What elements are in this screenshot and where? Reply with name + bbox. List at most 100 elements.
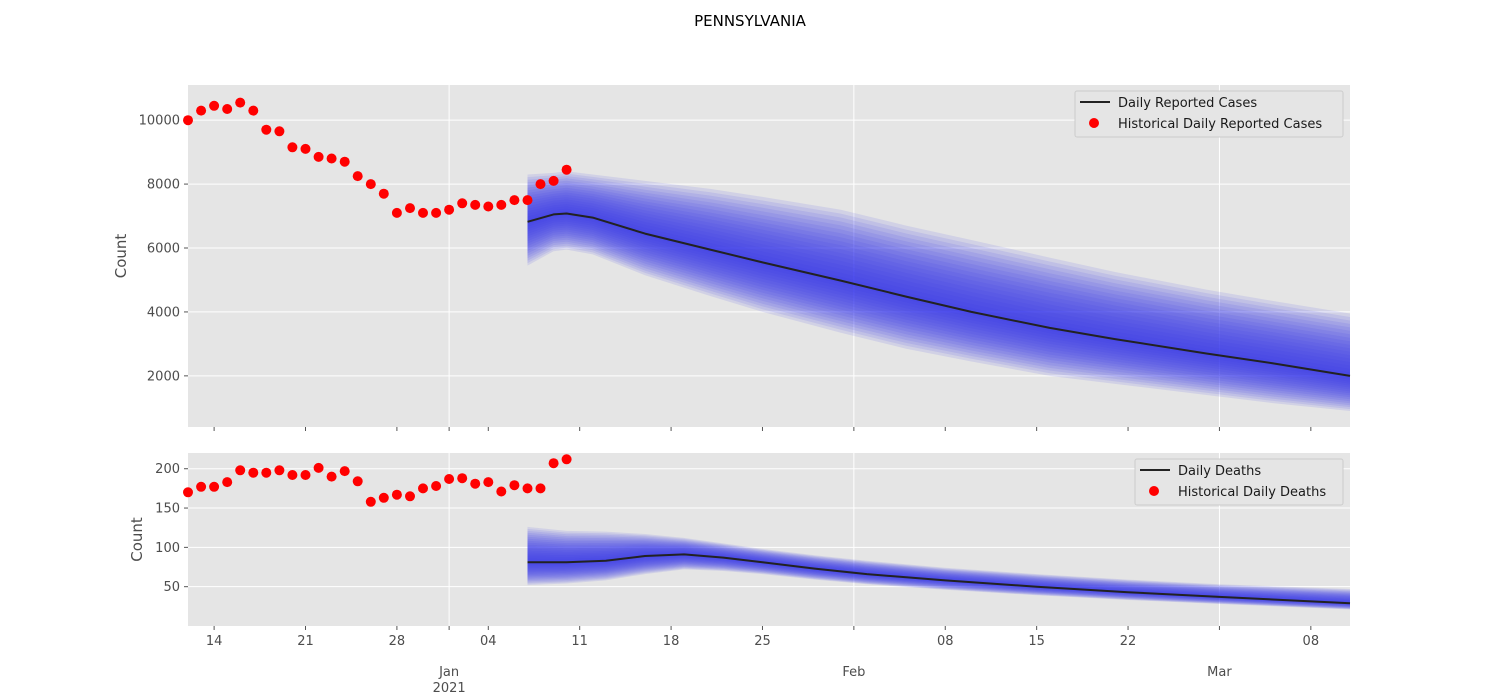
x-tick-label: 21 [297, 634, 314, 649]
legend-label: Daily Reported Cases [1118, 96, 1257, 111]
historical-point [274, 126, 285, 137]
historical-point [300, 470, 311, 480]
band-layer [527, 211, 1350, 378]
deaths-panel: 50 100 150 200 Count Daily Deaths Historical D… [128, 453, 1351, 630]
band-layer [527, 528, 1350, 610]
y-tick-label: 8000 [147, 178, 180, 193]
band-layer [527, 197, 1350, 390]
band-layer [527, 549, 1350, 605]
band-layer [527, 185, 1350, 400]
historical-point [287, 142, 298, 153]
historical-point [522, 483, 533, 494]
x-tick-label: 08 [1303, 634, 1320, 649]
historical-point [535, 483, 546, 494]
plot-background [188, 85, 1350, 427]
historical-point [418, 207, 428, 218]
historical-point [522, 195, 533, 206]
historical-point [222, 104, 233, 114]
band-layer [527, 547, 1350, 606]
historical-point [339, 156, 350, 167]
historical-point [235, 97, 246, 108]
band-layer [527, 534, 1350, 609]
band-layer [527, 526, 1350, 610]
historical-point [509, 195, 520, 206]
y-tick-label: 4000 [147, 305, 180, 320]
historical-point [561, 454, 572, 465]
x-major-tick-label: Mar [1207, 665, 1232, 680]
band-layer [527, 540, 1350, 607]
historical-point [274, 465, 285, 476]
historical-point [418, 483, 428, 494]
band-layer [527, 204, 1350, 384]
historical-point [300, 143, 311, 154]
figure-title: PENNSYLVANIA [694, 12, 807, 30]
x-tick-label: 14 [206, 634, 223, 649]
band-layer [527, 171, 1350, 411]
historical-points [183, 97, 572, 218]
x-tick-label: 08 [937, 634, 954, 649]
x-tick-label: 11 [571, 634, 588, 649]
y-axis-title: Count [128, 517, 146, 562]
legend-box [1074, 90, 1344, 138]
historical-point [405, 491, 415, 502]
forecast-line [527, 212, 1351, 377]
legend: Daily Deaths Historical Daily Deaths [1134, 458, 1344, 506]
y-tick-label: 100 [155, 541, 180, 556]
historical-point [248, 467, 259, 478]
band-layer [527, 176, 1350, 408]
x-major-tick-label: Feb [842, 665, 865, 680]
y-axis-title: Count [112, 234, 130, 279]
historical-point [183, 487, 193, 498]
band-layer [527, 536, 1350, 608]
historical-point [470, 199, 481, 210]
legend-label: Daily Deaths [1178, 464, 1261, 479]
band-layer [527, 180, 1350, 404]
historical-point [352, 476, 363, 487]
band-layer [527, 206, 1350, 382]
band-layer [527, 199, 1350, 388]
legend-box [1134, 458, 1344, 506]
band-layer [527, 548, 1350, 606]
band-layer [527, 532, 1350, 609]
historical-point [457, 198, 468, 209]
legend: Daily Reported Cases Historical Daily Rep… [1074, 90, 1344, 138]
historical-point [391, 207, 402, 218]
historical-point [196, 105, 207, 116]
band-layer [527, 546, 1350, 606]
x-tick-label: 15 [1028, 634, 1045, 649]
historical-point [365, 179, 376, 190]
historical-point [405, 203, 415, 214]
historical-point [457, 473, 468, 484]
historical-point [483, 201, 494, 212]
historical-point [209, 100, 220, 111]
historical-point [378, 188, 389, 199]
historical-point [339, 466, 350, 477]
band-layer [527, 538, 1350, 608]
forecast-uncertainty-band [527, 526, 1350, 610]
legend-label: Historical Daily Deaths [1178, 485, 1326, 500]
cases-panel: 2000 4000 6000 8000 10000 Count Daily Reported… [112, 85, 1351, 431]
y-tick-label: 6000 [147, 242, 180, 257]
historical-point [470, 478, 481, 489]
historical-point [561, 164, 572, 175]
y-tick-label: 2000 [147, 369, 180, 384]
historical-point [222, 477, 233, 488]
historical-point [365, 496, 376, 507]
historical-point [535, 179, 546, 190]
y-tick-label: 150 [155, 502, 180, 517]
band-layer [527, 183, 1350, 402]
historical-point [509, 480, 520, 491]
band-layer [527, 551, 1350, 605]
historical-point [183, 115, 193, 126]
historical-point [378, 492, 389, 503]
historical-point [326, 153, 337, 164]
historical-point [444, 474, 455, 484]
historical-point [326, 471, 337, 482]
y-tick-label: 10000 [139, 114, 180, 129]
historical-point [483, 477, 494, 488]
historical-points [183, 454, 572, 507]
historical-point [261, 124, 272, 135]
forecast-line [527, 553, 1351, 605]
legend-point-swatch [1149, 486, 1159, 496]
